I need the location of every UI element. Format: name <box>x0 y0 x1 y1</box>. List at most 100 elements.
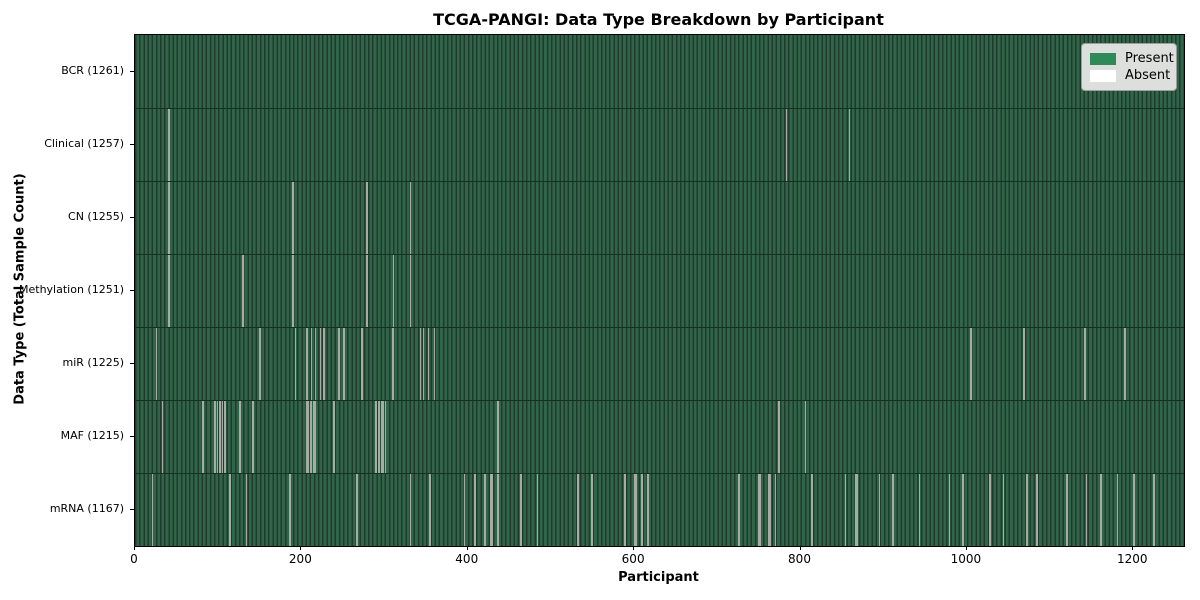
y-tick-mark <box>130 216 134 218</box>
absent-stripe <box>314 328 317 400</box>
absent-stripe <box>774 474 777 546</box>
absent-stripe <box>313 401 316 473</box>
absent-stripe <box>409 474 412 546</box>
absent-stripe <box>292 255 294 327</box>
absent-stripe <box>634 474 637 546</box>
absent-stripe <box>409 182 412 254</box>
absent-stripe <box>429 474 432 546</box>
x-tick-mark <box>1132 546 1134 550</box>
chart-title: TCGA-PANGI: Data Type Breakdown by Parti… <box>433 10 884 29</box>
absent-stripe <box>427 328 430 400</box>
absent-stripe <box>878 474 881 546</box>
absent-stripe <box>536 474 539 546</box>
heatmap-row-BCR <box>135 35 1184 108</box>
absent-stripe <box>496 474 499 546</box>
absent-stripe <box>221 401 224 473</box>
heatmap-row-Methylation <box>135 254 1184 327</box>
absent-stripe <box>219 401 221 473</box>
absent-stripe <box>361 328 363 400</box>
absent-stripe <box>640 474 644 546</box>
absent-stripe <box>844 474 847 546</box>
absent-stripe <box>1099 474 1102 546</box>
absent-stripe <box>483 474 487 546</box>
absent-stripe <box>647 474 650 546</box>
absent-stripe <box>252 401 254 473</box>
absent-stripe <box>811 474 813 546</box>
absent-stripe <box>496 401 499 473</box>
x-tick-label: 600 <box>621 552 645 566</box>
absent-stripe <box>377 401 381 473</box>
x-tick-mark <box>134 546 135 550</box>
absent-stripe <box>229 474 231 546</box>
absent-stripe <box>1133 474 1135 546</box>
absent-stripe <box>168 255 170 327</box>
absent-stripe <box>433 328 436 400</box>
absent-stripe <box>392 328 394 400</box>
y-axis-label: Data Type (Total Sample Count) <box>12 173 28 405</box>
absent-stripe <box>309 401 313 473</box>
absent-stripe <box>855 474 858 546</box>
plot-area: Present Absent <box>134 34 1185 547</box>
absent-stripe <box>366 182 368 254</box>
absent-stripe <box>161 401 164 473</box>
absent-stripe <box>258 328 261 400</box>
y-tick-label: miR (1225) <box>62 356 125 369</box>
absent-stripe <box>989 474 991 546</box>
y-tick-mark <box>130 143 134 145</box>
y-tick-mark <box>130 289 134 291</box>
absent-stripe <box>216 401 219 473</box>
x-axis-label: Participant <box>618 570 699 585</box>
heatmap-row-miR <box>135 327 1184 400</box>
legend-item-label: Present <box>1125 51 1174 66</box>
absent-stripe <box>306 401 309 473</box>
absent-stripe <box>624 474 626 546</box>
legend-swatch-present <box>1090 52 1116 65</box>
absent-stripe <box>292 182 294 254</box>
x-tick-mark <box>965 546 967 550</box>
legend-item: Absent <box>1090 67 1170 84</box>
absent-stripe <box>848 109 851 181</box>
legend-item: Present <box>1090 50 1174 67</box>
y-tick-label: mRNA (1167) <box>49 502 124 515</box>
heatmap-row-MAF <box>135 400 1184 473</box>
x-tick-label: 1000 <box>950 552 982 566</box>
y-tick-label: BCR (1261) <box>61 64 124 77</box>
x-tick-mark <box>799 546 801 550</box>
absent-stripe <box>1023 328 1026 400</box>
absent-stripe <box>319 328 322 400</box>
absent-stripe <box>323 328 325 400</box>
legend-swatch-absent <box>1090 69 1116 82</box>
x-tick-label: 400 <box>455 552 479 566</box>
absent-stripe <box>463 474 466 546</box>
absent-stripe <box>238 401 241 473</box>
absent-stripe <box>1085 474 1088 546</box>
x-tick-mark <box>633 546 635 550</box>
y-tick-mark <box>130 508 134 510</box>
y-tick-mark <box>130 362 134 364</box>
absent-stripe <box>1035 474 1039 546</box>
absent-stripe <box>242 255 244 327</box>
absent-stripe <box>892 474 894 546</box>
absent-stripe <box>294 328 297 400</box>
absent-stripe <box>1124 328 1126 400</box>
absent-stripe <box>422 328 425 400</box>
absent-stripe <box>520 474 522 546</box>
absent-stripe <box>473 474 477 546</box>
legend: Present Absent <box>1081 43 1177 91</box>
absent-stripe <box>310 328 313 400</box>
x-tick-mark <box>466 546 468 550</box>
absent-stripe <box>202 401 205 473</box>
absent-stripe <box>1153 474 1155 546</box>
x-tick-label: 1200 <box>1116 552 1148 566</box>
absent-stripe <box>1025 474 1028 546</box>
x-tick-label: 200 <box>288 552 312 566</box>
absent-stripe <box>332 401 335 473</box>
absent-stripe <box>490 474 493 546</box>
y-tick-mark <box>130 435 134 437</box>
absent-stripe <box>155 328 158 400</box>
absent-stripe <box>356 474 358 546</box>
absent-stripe <box>758 474 761 546</box>
absent-stripe <box>1116 474 1119 546</box>
absent-stripe <box>948 474 951 546</box>
